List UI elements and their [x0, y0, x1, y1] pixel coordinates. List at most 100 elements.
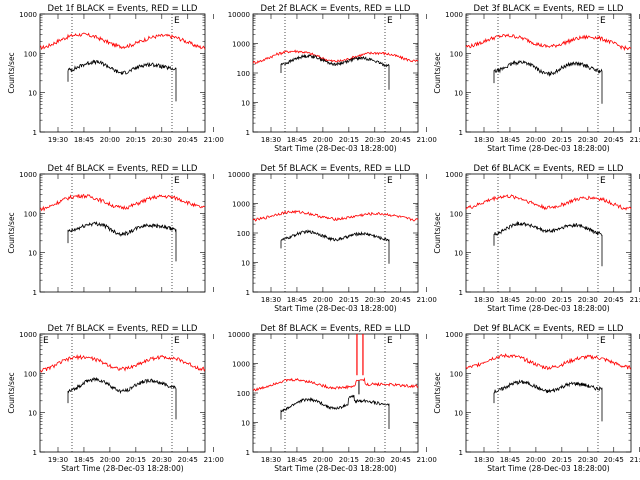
y-tick-label: 100 [24, 50, 37, 58]
y-tick-label: 10 [454, 410, 463, 418]
y-tick-label: 10 [241, 260, 250, 268]
plot-frame [465, 173, 632, 293]
y-tick-label: 100 [24, 370, 37, 378]
x-tick-label: 20:15 [126, 136, 146, 144]
x-tick-label: 20:15 [552, 296, 572, 304]
x-tick-label: 20:30 [365, 456, 385, 464]
y-tick-label: 100 [450, 50, 463, 58]
events-series-line [67, 376, 177, 420]
x-tick-label: 20:00 [100, 456, 120, 464]
y-tick-label: 1000 [232, 361, 250, 369]
x-tick-label: 18:45 [500, 456, 520, 464]
panel-title: Det 3f BLACK = Events, RED = LLD [474, 4, 624, 14]
x-tick-label: 18:30 [261, 136, 281, 144]
events-series-line [493, 379, 603, 422]
x-tick-label: 18:30 [474, 456, 494, 464]
events-series-line [280, 53, 390, 90]
x-tick-label: 20:30 [365, 136, 385, 144]
detector-panel-9: Det 9f BLACK = Events, RED = LLD 1000 100 1… [433, 324, 640, 473]
x-tick-label: 20:45 [391, 136, 411, 144]
x-tick-label: 20:45 [178, 136, 198, 144]
lld-series-line [252, 209, 419, 222]
x-tick-label: 18:30 [474, 296, 494, 304]
x-tick-label: 20:45 [391, 296, 411, 304]
x-tick-label: 21:00 [417, 136, 437, 144]
x-tick-label: 19:30 [48, 456, 68, 464]
y-tick-label: 100 [237, 230, 250, 238]
y-tick-label: 10000 [228, 331, 250, 339]
y-axis-label: Counts/sec [7, 52, 16, 93]
y-tick-label: 1000 [445, 11, 463, 19]
y-tick-label: 10 [28, 410, 37, 418]
x-tick-label: 21:00 [630, 136, 640, 144]
x-axis-label: Start Time (28-Dec-03 18:28:00) [274, 144, 396, 153]
y-tick-label: 1 [33, 449, 37, 457]
panel-title: Det 4f BLACK = Events, RED = LLD [48, 164, 198, 174]
lld-series-line [252, 49, 419, 65]
y-tick-label: 1 [246, 129, 250, 137]
y-tick-label: 1 [246, 289, 250, 297]
y-tick-label: 10 [454, 90, 463, 98]
marker-label-b: E [174, 336, 180, 346]
lld-series-line [39, 354, 206, 373]
y-tick-label: 10 [454, 250, 463, 258]
marker-label-b: E [600, 16, 606, 26]
y-tick-label: 1 [459, 129, 463, 137]
x-tick-label: 20:30 [365, 296, 385, 304]
marker-label-b: E [174, 176, 180, 186]
plot-frame [252, 333, 419, 453]
x-tick-label: 20:30 [578, 296, 598, 304]
y-tick-label: 10 [28, 90, 37, 98]
detector-panel-7: Det 7f BLACK = Events, RED = LLD 1000 100 1… [7, 324, 224, 473]
plot-frame [252, 173, 419, 293]
panel-title: Det 6f BLACK = Events, RED = LLD [474, 164, 624, 174]
y-tick-label: 10 [241, 420, 250, 428]
y-tick-label: 1 [33, 129, 37, 137]
x-axis-label: Start Time (28-Dec-03 18:28:00) [487, 304, 609, 313]
marker-label-b: E [387, 336, 393, 346]
x-tick-label: 21:00 [417, 456, 437, 464]
x-tick-label: 18:30 [261, 296, 281, 304]
marker-label-b: E [387, 16, 393, 26]
y-tick-label: 1000 [19, 331, 37, 339]
panel-title: Det 7f BLACK = Events, RED = LLD [48, 324, 198, 334]
x-tick-label: 21:00 [630, 296, 640, 304]
x-axis-label: Start Time (28-Dec-03 18:28:00) [487, 144, 609, 153]
x-axis-label: Start Time (28-Dec-03 18:28:00) [487, 464, 609, 473]
y-tick-label: 1 [459, 449, 463, 457]
detector-panel-4: Det 4f BLACK = Events, RED = LLD 1000 100 1… [7, 164, 214, 297]
plot-frame [39, 173, 206, 293]
lld-series-line [465, 194, 632, 211]
x-axis-label: Start Time (28-Dec-03 18:28:00) [61, 464, 183, 473]
y-tick-label: 10000 [228, 11, 250, 19]
x-tick-label: 20:15 [339, 136, 359, 144]
y-axis-label: Counts/sec [433, 52, 442, 93]
y-tick-label: 100 [450, 370, 463, 378]
x-tick-label: 20:45 [178, 456, 198, 464]
y-axis-label: Counts/sec [433, 372, 442, 413]
x-tick-label: 20:00 [526, 296, 546, 304]
x-tick-label: 21:00 [417, 296, 437, 304]
y-tick-label: 1000 [232, 201, 250, 209]
x-tick-label: 20:00 [526, 456, 546, 464]
y-tick-label: 100 [450, 210, 463, 218]
x-tick-label: 20:15 [339, 296, 359, 304]
lld-series-line [39, 193, 206, 212]
panel-title: Det 5f BLACK = Events, RED = LLD [261, 164, 411, 174]
events-series-line [67, 220, 177, 262]
x-tick-label: 18:30 [474, 136, 494, 144]
plot-frame [252, 13, 419, 133]
x-tick-label: 21:00 [204, 136, 224, 144]
panel-title: Det 9f BLACK = Events, RED = LLD [474, 324, 624, 334]
events-series-line [280, 229, 390, 264]
x-tick-label: 20:45 [604, 456, 624, 464]
x-tick-label: 20:30 [578, 136, 598, 144]
x-tick-label: 18:45 [287, 456, 307, 464]
y-tick-label: 100 [24, 210, 37, 218]
x-tick-label: 20:00 [313, 456, 333, 464]
lld-series-line [39, 32, 206, 51]
lld-series-line [252, 377, 419, 392]
lld-series-line [465, 33, 632, 52]
x-tick-label: 18:45 [500, 296, 520, 304]
